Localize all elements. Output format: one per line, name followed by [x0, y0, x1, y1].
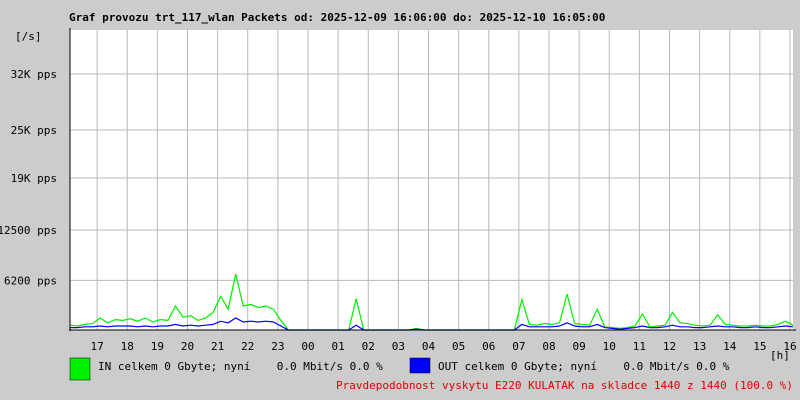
y-tick-label: 25K pps [11, 124, 57, 137]
y-tick-label: 12500 pps [0, 224, 57, 237]
x-tick-label: 01 [331, 340, 344, 353]
y-axis-label: [/s] [15, 30, 42, 43]
x-tick-label: 10 [603, 340, 616, 353]
x-tick-label: 07 [512, 340, 525, 353]
grid [70, 30, 793, 330]
x-tick-label: 20 [181, 340, 194, 353]
legend-swatch [409, 357, 431, 374]
x-tick-label: 23 [271, 340, 284, 353]
x-tick-label: 16 [783, 340, 796, 353]
chart-title: Graf provozu trt_117_wlan Packets od: 20… [69, 11, 605, 24]
legend-swatch [69, 357, 91, 381]
y-tick-label: 19K pps [11, 172, 57, 185]
x-tick-label: 13 [693, 340, 706, 353]
x-tick-label: 22 [241, 340, 254, 353]
x-tick-label: 18 [121, 340, 134, 353]
x-tick-label: 05 [452, 340, 465, 353]
x-tick-label: 00 [301, 340, 314, 353]
x-tick-label: 06 [482, 340, 495, 353]
x-tick-label: 21 [211, 340, 224, 353]
x-axis-label: [h] [770, 349, 790, 362]
x-tick-label: 03 [392, 340, 405, 353]
x-tick-label: 04 [422, 340, 436, 353]
x-tick-label: 09 [572, 340, 585, 353]
x-tick-label: 19 [151, 340, 164, 353]
x-tick-label: 08 [542, 340, 555, 353]
legend-label: IN celkem 0 Gbyte; nyní 0.0 Mbit/s 0.0 % [98, 360, 383, 373]
x-tick-label: 14 [723, 340, 737, 353]
annotation: Pravdepodobnost vyskytu E220 KULATAK na … [336, 379, 793, 392]
legend-label: OUT celkem 0 Gbyte; nyní 0.0 Mbit/s 0.0 … [438, 360, 730, 373]
plot-area [70, 30, 793, 330]
y-tick-label: 32K pps [11, 68, 57, 81]
x-tick-label: 12 [663, 340, 676, 353]
x-tick-label: 15 [753, 340, 766, 353]
y-tick-label: 6200 pps [4, 274, 57, 287]
x-tick-label: 17 [90, 340, 103, 353]
x-tick-label: 11 [633, 340, 646, 353]
x-tick-label: 02 [362, 340, 375, 353]
